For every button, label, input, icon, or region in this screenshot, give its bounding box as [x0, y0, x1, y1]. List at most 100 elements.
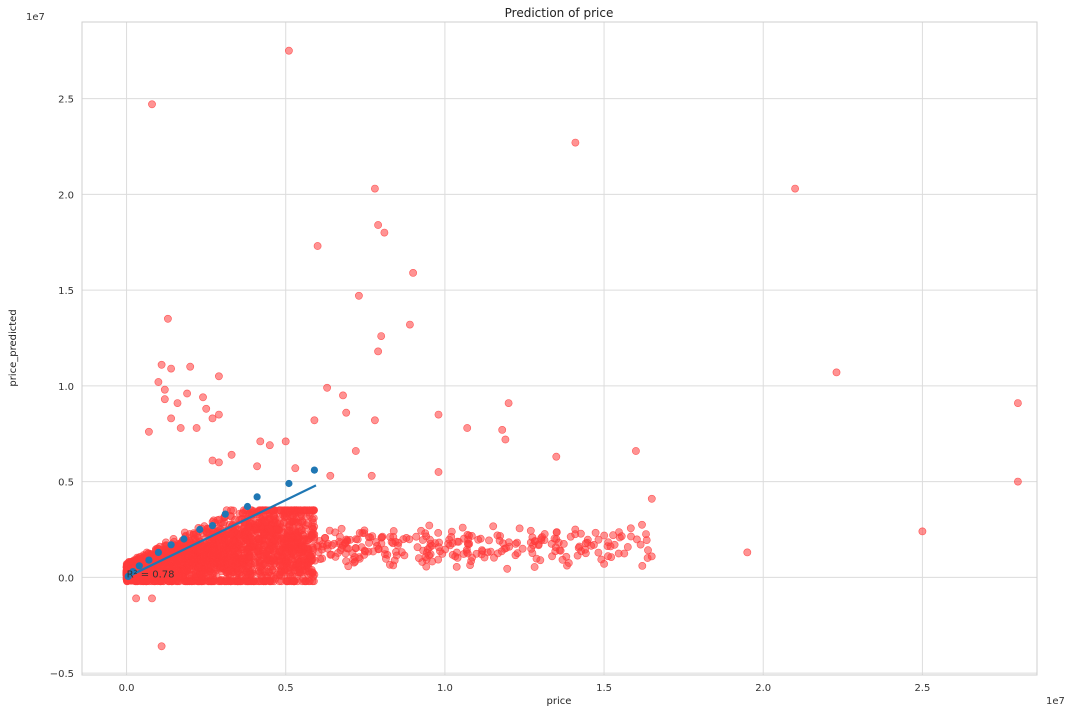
- data-point: [644, 546, 652, 555]
- data-point: [173, 399, 182, 407]
- data-point: [374, 347, 382, 356]
- y-axis-label: price_predicted: [8, 309, 19, 386]
- data-point: [290, 506, 299, 515]
- data-point: [225, 572, 234, 580]
- data-point: [642, 536, 651, 544]
- data-point: [289, 517, 298, 526]
- tick-labels: 0.0 0.5 1.0 1.5 2.0 2.5 −0.5 0.0 0.5 1.0 1.5 2.0 2.5: [50, 95, 931, 694]
- data-point: [192, 424, 201, 432]
- data-point: [918, 527, 927, 536]
- data-point: [614, 549, 623, 558]
- data-point: [162, 570, 171, 579]
- data-point: [591, 528, 600, 537]
- data-point: [370, 416, 379, 425]
- data-point: [1014, 399, 1022, 407]
- data-point: [434, 543, 443, 552]
- data-point: [466, 561, 474, 569]
- data-point: [331, 528, 339, 537]
- data-point: [566, 532, 575, 541]
- data-point: [199, 393, 207, 402]
- data-point: [160, 385, 169, 394]
- data-point: [552, 535, 561, 543]
- binned-point: [180, 535, 188, 543]
- data-point: [214, 372, 223, 381]
- data-point: [743, 548, 752, 557]
- data-point: [156, 577, 165, 586]
- data-point: [559, 540, 568, 548]
- y-tick-label: 1.5: [58, 286, 74, 297]
- data-point: [217, 536, 226, 544]
- data-point: [186, 362, 195, 371]
- data-point: [454, 537, 463, 546]
- data-point: [377, 533, 386, 542]
- data-point: [313, 242, 322, 250]
- data-point: [303, 560, 312, 569]
- data-point: [310, 416, 319, 425]
- data-point: [526, 526, 535, 535]
- data-point: [425, 521, 434, 530]
- binned-point: [145, 556, 153, 564]
- data-point: [176, 424, 185, 432]
- data-point: [148, 594, 156, 603]
- data-point: [233, 530, 242, 539]
- x-tick-label: 1.5: [596, 683, 612, 694]
- data-point: [370, 184, 379, 193]
- data-point: [367, 471, 376, 480]
- data-point: [434, 410, 443, 419]
- data-point: [425, 543, 434, 551]
- data-point: [354, 291, 363, 300]
- data-point: [434, 529, 443, 537]
- data-point: [208, 456, 217, 465]
- data-point: [438, 550, 447, 558]
- data-point: [214, 545, 223, 554]
- data-point: [530, 563, 539, 571]
- data-point: [132, 594, 140, 603]
- data-point: [577, 529, 585, 538]
- data-point: [310, 522, 319, 531]
- data-point: [400, 551, 409, 560]
- data-point: [552, 452, 561, 461]
- data-point: [167, 414, 175, 423]
- data-point: [609, 531, 617, 540]
- data-point: [215, 577, 224, 586]
- data-point: [360, 546, 369, 555]
- data-point: [308, 568, 316, 576]
- data-point: [306, 552, 314, 561]
- data-point: [452, 563, 461, 571]
- data-point: [318, 554, 327, 563]
- data-point: [167, 364, 175, 373]
- data-point: [501, 435, 510, 444]
- data-point: [214, 458, 223, 467]
- data-point: [326, 550, 335, 559]
- binned-point: [135, 562, 143, 570]
- data-point: [148, 100, 156, 109]
- data-point: [337, 524, 346, 533]
- plot-area: [81, 21, 1038, 676]
- data-point: [214, 410, 223, 419]
- data-point: [282, 577, 291, 586]
- data-point: [493, 531, 502, 540]
- data-point: [141, 577, 150, 586]
- data-point: [269, 511, 278, 520]
- data-point: [462, 548, 471, 556]
- data-point: [351, 447, 360, 455]
- data-point: [393, 541, 402, 550]
- data-point: [227, 450, 236, 459]
- data-point: [281, 437, 290, 446]
- data-point: [515, 524, 524, 533]
- y-axis-offset-label: 1e7: [26, 12, 45, 23]
- y-tick-label: 2.0: [58, 190, 74, 201]
- data-point: [547, 540, 556, 548]
- data-point: [303, 536, 312, 545]
- data-point: [604, 538, 613, 547]
- data-point: [268, 562, 277, 571]
- data-point: [434, 468, 443, 476]
- data-point: [178, 572, 186, 581]
- data-point: [832, 368, 841, 377]
- data-point: [607, 553, 616, 561]
- data-point: [195, 563, 203, 572]
- data-point: [270, 536, 279, 544]
- data-point: [1014, 477, 1022, 486]
- data-point: [600, 531, 609, 540]
- data-point: [244, 523, 253, 532]
